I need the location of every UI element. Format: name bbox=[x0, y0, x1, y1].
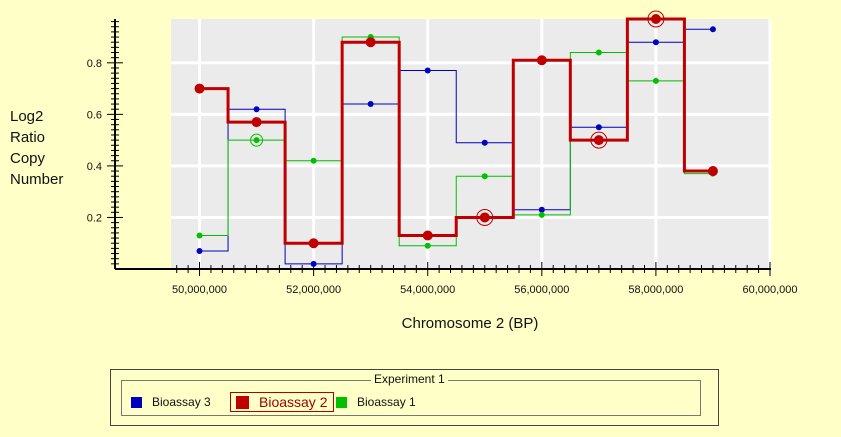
data-point-bioassay-3 bbox=[367, 101, 374, 108]
data-point-bioassay-2 bbox=[251, 117, 262, 128]
x-tick-label: 58,000,000 bbox=[628, 284, 683, 296]
y-axis-label-line: Number bbox=[10, 171, 64, 188]
y-axis-label: Log2 Ratio Copy Number bbox=[10, 106, 63, 190]
data-point-bioassay-3 bbox=[253, 106, 260, 113]
data-point-bioassay-2 bbox=[365, 37, 376, 48]
data-point-bioassay-1 bbox=[595, 49, 602, 56]
legend-item-label: Bioassay 1 bbox=[357, 395, 416, 409]
data-point-bioassay-1 bbox=[424, 242, 431, 249]
legend-swatch bbox=[131, 396, 142, 408]
data-point-bioassay-3 bbox=[652, 39, 659, 46]
data-point-bioassay-2 bbox=[650, 14, 661, 24]
plot-area bbox=[171, 19, 770, 269]
y-axis-label-line: Ratio bbox=[10, 129, 46, 146]
data-point-bioassay-3 bbox=[538, 206, 545, 213]
data-point-bioassay-1 bbox=[652, 77, 659, 84]
data-point-bioassay-2 bbox=[536, 55, 547, 66]
data-point-bioassay-3 bbox=[310, 260, 317, 267]
legend-swatch bbox=[336, 396, 347, 408]
data-point-bioassay-1 bbox=[310, 157, 317, 164]
data-point-bioassay-2 bbox=[308, 238, 319, 249]
highlight-ring-bioassay-2 bbox=[476, 208, 494, 226]
x-tick-label: 52,000,000 bbox=[286, 284, 341, 296]
data-point-bioassay-2 bbox=[479, 212, 490, 223]
data-point-bioassay-3 bbox=[196, 247, 203, 254]
legend-item-bioassay-3[interactable]: Bioassay 3 bbox=[131, 393, 211, 411]
legend-item-label: Bioassay 3 bbox=[152, 395, 211, 409]
data-point-bioassay-1 bbox=[481, 173, 488, 180]
legend-item-bioassay-2[interactable]: Bioassay 2 bbox=[230, 392, 335, 412]
x-axis-label: Chromosome 2 (BP) bbox=[402, 315, 539, 332]
y-tick-label: 0.8 bbox=[87, 58, 102, 70]
data-point-bioassay-2 bbox=[593, 135, 604, 146]
legend-item-bioassay-1[interactable]: Bioassay 1 bbox=[336, 393, 416, 411]
highlight-ring-bioassay-2 bbox=[590, 131, 608, 149]
data-point-bioassay-3 bbox=[595, 124, 602, 131]
legend: Experiment 1 Bioassay 3 Bioassay 2 Bioas… bbox=[110, 369, 719, 426]
legend-item-label: Bioassay 2 bbox=[259, 394, 328, 410]
y-axis-label-line: Log2 bbox=[10, 108, 44, 125]
x-tick-label: 60,000,000 bbox=[742, 284, 797, 296]
data-point-bioassay-2 bbox=[194, 83, 205, 94]
y-tick-label: 0.2 bbox=[87, 212, 102, 224]
data-point-bioassay-3 bbox=[709, 26, 716, 33]
data-point-bioassay-1 bbox=[538, 211, 545, 218]
legend-swatch bbox=[236, 395, 249, 409]
series-line-bioassay-2 bbox=[199, 17, 713, 245]
data-point-bioassay-1 bbox=[196, 232, 203, 239]
legend-title: Experiment 1 bbox=[371, 372, 448, 386]
highlight-ring-bioassay-1 bbox=[250, 133, 264, 147]
x-tick-label: 56,000,000 bbox=[514, 284, 569, 296]
data-point-bioassay-1 bbox=[253, 137, 260, 144]
data-point-bioassay-2 bbox=[422, 230, 433, 241]
y-tick-label: 0.6 bbox=[87, 109, 102, 121]
highlight-ring-bioassay-2 bbox=[647, 10, 665, 28]
data-point-bioassay-2 bbox=[707, 166, 718, 177]
x-tick-label: 50,000,000 bbox=[172, 284, 227, 296]
data-point-bioassay-3 bbox=[424, 67, 431, 74]
y-tick-label: 0.4 bbox=[87, 161, 102, 173]
data-point-bioassay-3 bbox=[481, 139, 488, 146]
x-tick-label: 54,000,000 bbox=[400, 284, 455, 296]
y-axis-label-line: Copy bbox=[10, 150, 46, 167]
